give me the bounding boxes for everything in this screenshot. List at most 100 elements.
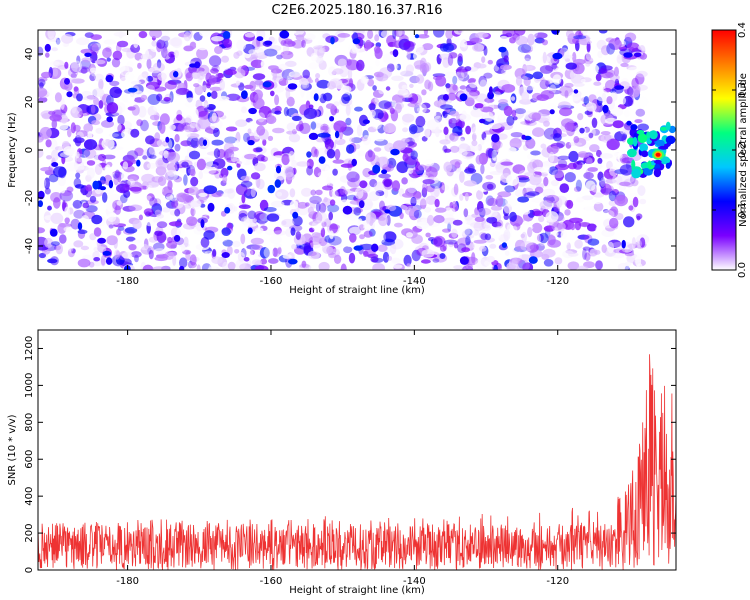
heatmap-cell (240, 106, 247, 114)
heatmap-cell (120, 194, 128, 204)
heatmap-cell (471, 140, 478, 147)
heatmap-cell (407, 102, 421, 108)
heatmap-cell (506, 224, 513, 235)
heatmap-cell (153, 104, 162, 112)
heatmap-cell (292, 129, 297, 135)
heatmap-cell (549, 151, 555, 163)
heatmap-cell (121, 252, 133, 259)
heatmap-cell (372, 263, 385, 270)
heatmap-cell (345, 104, 351, 116)
heatmap-cell (60, 97, 65, 110)
spectrogram-y-tick-label: -20 (24, 190, 35, 206)
heatmap-cell (665, 135, 676, 145)
heatmap-cell (220, 167, 229, 178)
heatmap-cell (317, 132, 331, 138)
heatmap-cell (573, 186, 582, 193)
heatmap-cell (64, 217, 70, 224)
heatmap-cell (631, 77, 639, 89)
heatmap-cell (378, 100, 392, 109)
heatmap-cell (150, 186, 164, 195)
spectrogram-y-tick-label: 20 (24, 96, 35, 109)
heatmap-cell (221, 252, 230, 258)
heatmap-cell (410, 264, 420, 269)
heatmap-cell (472, 43, 485, 52)
heatmap-cell (406, 263, 411, 268)
heatmap-cell (551, 30, 560, 35)
heatmap-cell (60, 186, 66, 194)
heatmap-cell (242, 66, 255, 71)
heatmap-cell (627, 137, 635, 145)
heatmap-cell (539, 79, 549, 90)
heatmap-cell (469, 54, 479, 63)
heatmap-cell (223, 38, 233, 48)
heatmap-cell (353, 207, 362, 216)
heatmap-cell (105, 74, 114, 83)
heatmap-cell (318, 261, 330, 270)
heatmap-cell (559, 183, 570, 194)
heatmap-cell (221, 105, 227, 117)
heatmap-cell (390, 148, 400, 156)
heatmap-cell (86, 160, 96, 166)
heatmap-cell (363, 250, 369, 257)
heatmap-cell (598, 68, 608, 74)
heatmap-cell (445, 30, 454, 40)
heatmap-cell (146, 184, 153, 192)
heatmap-cell (594, 249, 601, 255)
heatmap-cell (483, 137, 490, 143)
heatmap-cell (304, 33, 316, 40)
heatmap-cell (74, 184, 85, 189)
heatmap-cell (285, 60, 297, 67)
heatmap-cell (92, 88, 105, 97)
heatmap-cell (434, 198, 440, 208)
heatmap-cell (315, 202, 321, 212)
heatmap-cell (384, 209, 391, 214)
heatmap-cell (189, 122, 197, 129)
heatmap-cell (391, 100, 397, 108)
heatmap-cell (597, 157, 603, 164)
heatmap-cell (521, 134, 526, 140)
heatmap-cell (328, 211, 334, 221)
heatmap-cell (601, 45, 610, 56)
heatmap-cell (142, 264, 154, 270)
colorbar-tick-label: 0.1 (737, 202, 748, 218)
heatmap-cell (166, 162, 178, 172)
heatmap-cell (483, 72, 493, 79)
heatmap-cell (228, 146, 239, 152)
heatmap-cell (254, 93, 263, 104)
heatmap-cell (487, 197, 498, 207)
heatmap-cell (451, 228, 458, 238)
heatmap-cell (236, 39, 247, 51)
heatmap-cell (219, 79, 225, 91)
heatmap-cell (485, 147, 493, 159)
heatmap-cell (77, 66, 90, 74)
heatmap-cell (532, 210, 544, 217)
heatmap-cell (171, 36, 183, 49)
heatmap-cell (133, 239, 142, 244)
heatmap-cell (368, 103, 376, 111)
heatmap-cell (160, 35, 172, 41)
heatmap-cell (639, 237, 646, 248)
heatmap-cell (50, 256, 59, 266)
heatmap-cell (415, 74, 425, 84)
heatmap-cell (402, 192, 415, 198)
heatmap-cell (140, 94, 148, 101)
heatmap-cell (555, 163, 569, 171)
heatmap-cell (516, 259, 530, 270)
heatmap-cell (274, 94, 280, 106)
heatmap-cell (540, 143, 547, 149)
heatmap-cell (414, 34, 420, 39)
heatmap-cell (406, 50, 411, 61)
heatmap-cell (39, 82, 44, 89)
heatmap-cell (121, 128, 134, 140)
heatmap-cell (433, 215, 445, 224)
heatmap-cell (390, 243, 397, 255)
heatmap-cell (190, 176, 199, 187)
heatmap-cell (168, 221, 183, 227)
heatmap-cell (380, 30, 389, 38)
snr-panel: -180 -160 -140 -120 0 200 400 600 800 1000 1200 H… (7, 329, 677, 596)
heatmap-cell (138, 214, 143, 221)
heatmap-cell (63, 226, 73, 232)
heatmap-cell (600, 183, 612, 196)
heatmap-cell (301, 260, 307, 268)
